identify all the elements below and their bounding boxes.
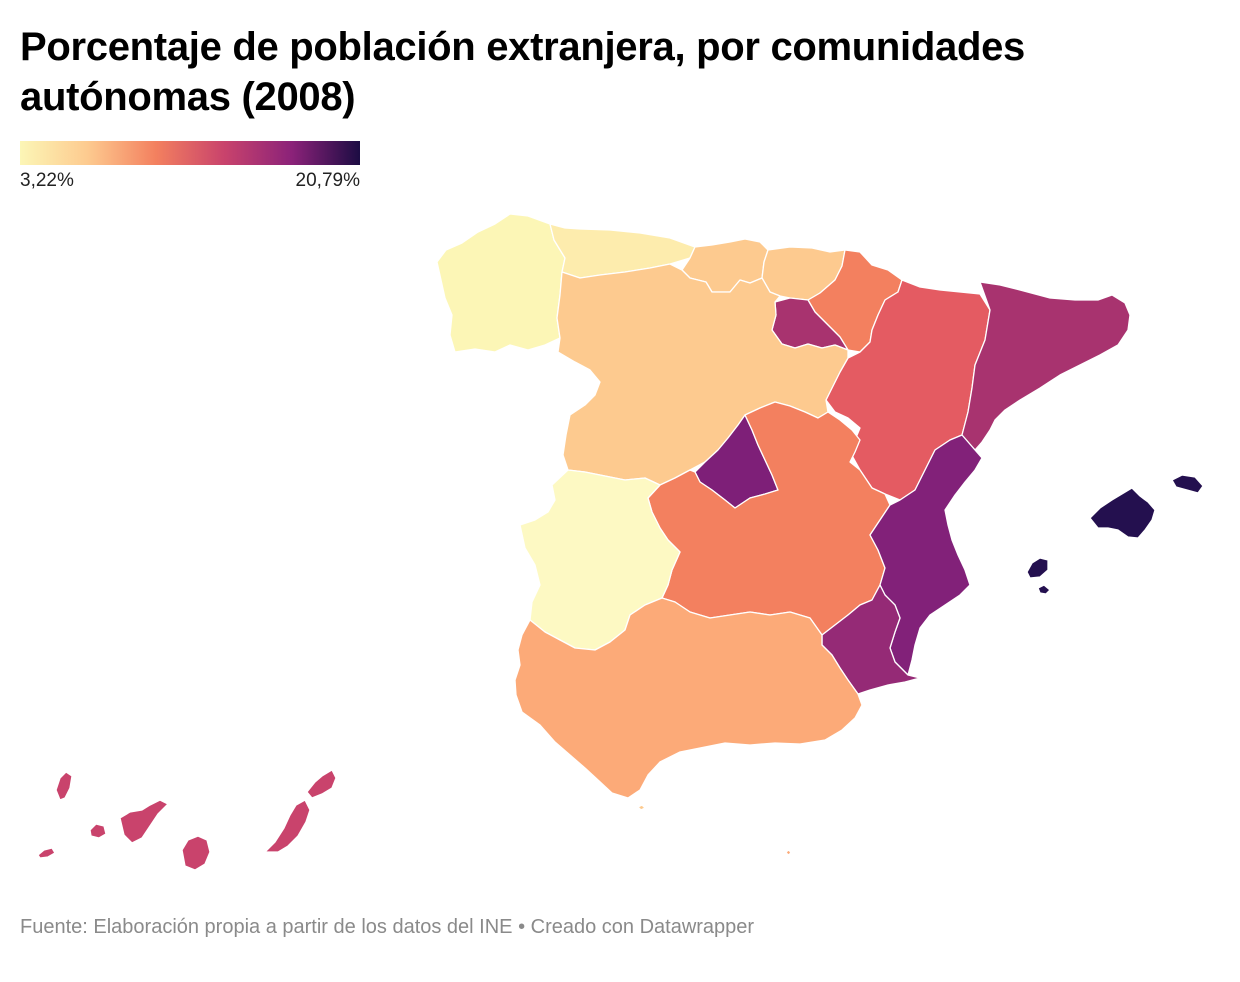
- region-canarias-fuerteventura[interactable]: [264, 799, 311, 853]
- region-baleares-ibiza[interactable]: [1026, 557, 1049, 579]
- region-ceuta[interactable]: [637, 804, 646, 811]
- source-footer: Fuente: Elaboración propia a partir de l…: [20, 916, 755, 938]
- region-baleares-formentera[interactable]: [1037, 584, 1051, 595]
- legend-labels: 3,22% 20,79%: [20, 170, 360, 196]
- region-andalucia[interactable]: [514, 597, 863, 799]
- region-canarias-el-hierro[interactable]: [37, 847, 56, 859]
- region-canarias-la-gomera[interactable]: [89, 823, 107, 839]
- spain-map: [37, 213, 1204, 871]
- region-canarias-lanzarote[interactable]: [306, 769, 337, 799]
- region-baleares-menorca[interactable]: [1171, 474, 1204, 494]
- region-baleares-mallorca[interactable]: [1089, 487, 1156, 539]
- region-canarias-gran-canaria[interactable]: [181, 835, 211, 871]
- region-canarias-la-palma[interactable]: [55, 771, 73, 801]
- region-melilla[interactable]: [785, 849, 792, 856]
- region-cataluna[interactable]: [961, 281, 1131, 451]
- color-legend: 3,22% 20,79%: [20, 141, 360, 196]
- region-murcia[interactable]: [821, 584, 921, 695]
- region-canarias-tenerife[interactable]: [119, 799, 169, 844]
- chart-title: Porcentaje de población extranjera, por …: [20, 25, 1025, 119]
- region-valencia[interactable]: [869, 434, 983, 676]
- legend-gradient-bar: [20, 141, 360, 165]
- region-galicia[interactable]: [436, 213, 566, 353]
- legend-max-label: 20,79%: [295, 170, 360, 191]
- legend-min-label: 3,22%: [20, 170, 74, 191]
